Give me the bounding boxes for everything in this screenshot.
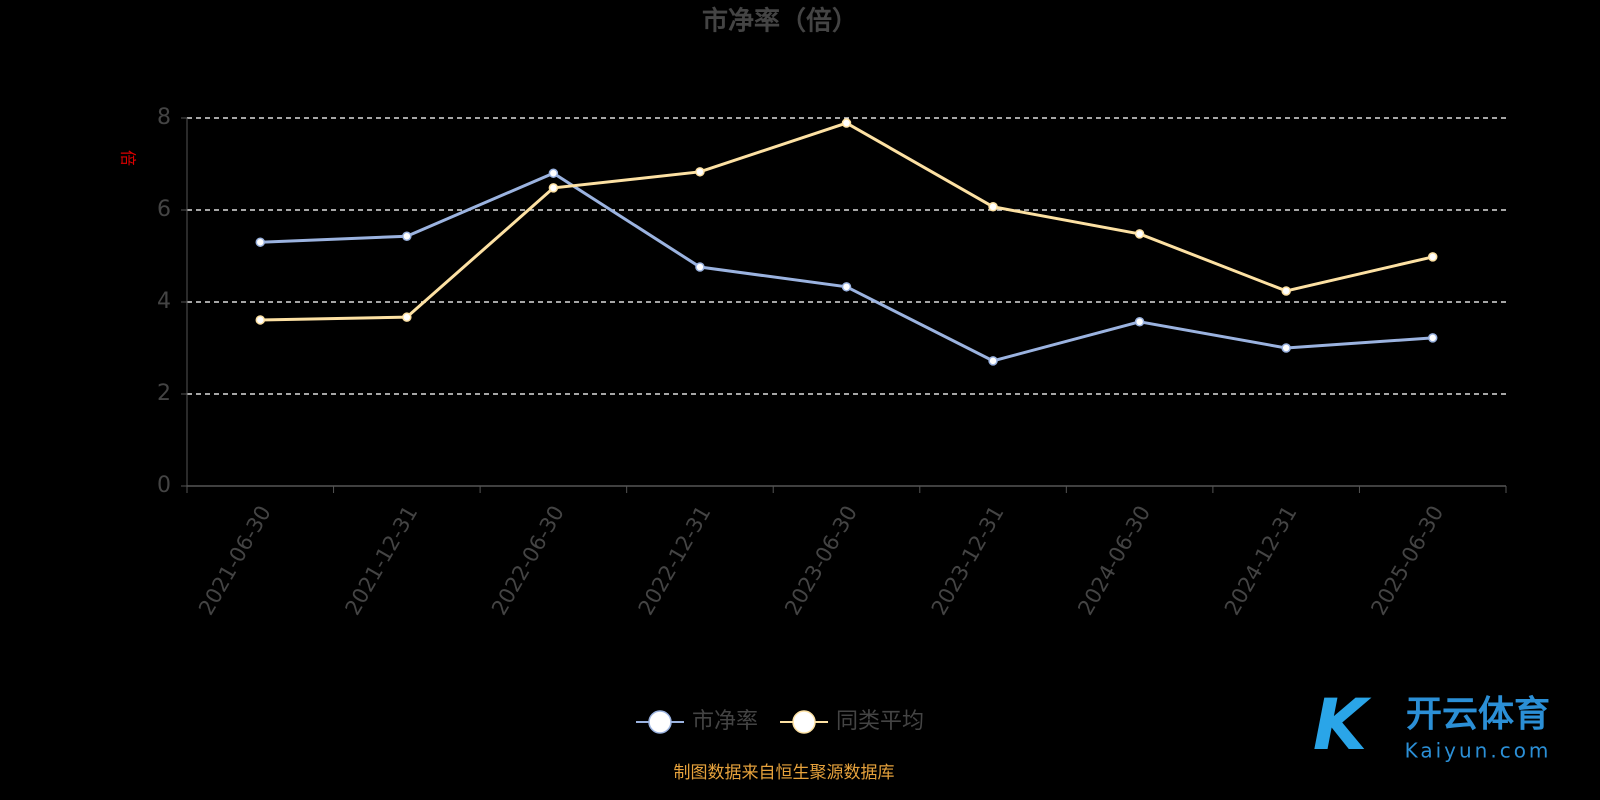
legend-label: 同类平均 (836, 709, 924, 734)
data-point (988, 356, 998, 366)
data-point (1134, 229, 1145, 239)
y-tick-label: 0 (157, 473, 171, 498)
y-tick-label: 2 (157, 381, 171, 406)
watermark-name: 开云体育 (1406, 694, 1550, 735)
y-tick-label: 4 (157, 289, 171, 314)
data-point (1427, 252, 1438, 262)
y-tick-label: 8 (157, 105, 171, 130)
data-point (548, 168, 559, 178)
legend-marker (648, 710, 672, 734)
data-point (402, 231, 412, 241)
data-point (841, 118, 852, 128)
data-point (695, 262, 705, 272)
watermark-site: Kaiyun.com (1405, 739, 1552, 763)
data-point (548, 183, 559, 193)
data-point (1281, 343, 1291, 353)
data-point (1134, 317, 1145, 327)
legend-label: 市净率 (692, 709, 758, 734)
data-point (695, 167, 705, 177)
data-point (988, 202, 998, 212)
y-tick-label: 6 (157, 197, 171, 222)
data-point (402, 312, 412, 322)
data-point (255, 315, 266, 325)
y-axis-label: 倍 (119, 150, 138, 166)
watermark-logo: K (1313, 684, 1372, 766)
data-point (841, 282, 852, 292)
chart-title: 市净率（倍） (702, 6, 858, 37)
data-point (1427, 333, 1438, 343)
data-point (255, 237, 266, 247)
legend-marker (792, 710, 816, 734)
data-point (1281, 286, 1291, 296)
source-note: 制图数据来自恒生聚源数据库 (674, 763, 895, 783)
